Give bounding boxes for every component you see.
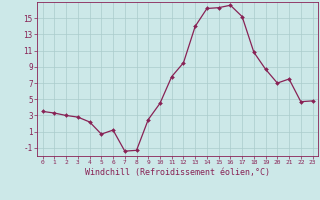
X-axis label: Windchill (Refroidissement éolien,°C): Windchill (Refroidissement éolien,°C): [85, 168, 270, 177]
